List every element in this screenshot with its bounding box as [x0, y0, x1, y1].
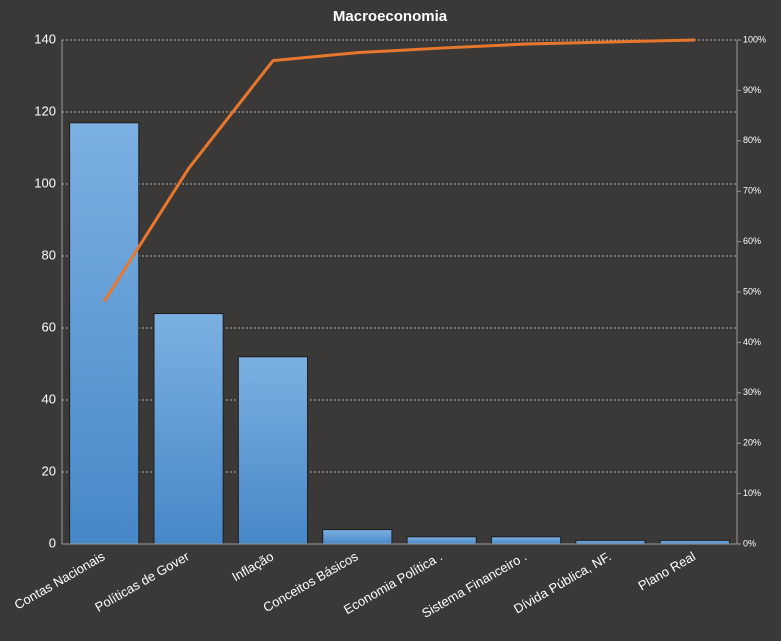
y2-tick-label: 50%: [743, 286, 761, 296]
y-tick-label: 100: [34, 175, 56, 190]
y-tick-label: 20: [42, 463, 56, 478]
cumulative-line: [102, 38, 695, 303]
y-tick-label: 120: [34, 103, 56, 118]
y2-tick-label: 40%: [743, 337, 761, 347]
y-tick-label: 0: [49, 535, 56, 550]
chart-title: Macroeconomia: [333, 8, 448, 25]
bar: [153, 313, 224, 545]
bar: [406, 536, 477, 545]
y-tick-label: 140: [34, 31, 56, 46]
y2-tick-label: 60%: [743, 236, 761, 246]
y2-tick-label: 70%: [743, 186, 761, 196]
y-tick-label: 40: [42, 391, 56, 406]
y2-tick-label: 80%: [743, 135, 761, 145]
bar: [69, 122, 140, 545]
bar: [322, 529, 393, 545]
y2-tick-label: 0%: [743, 538, 756, 548]
y2-tick-label: 30%: [743, 387, 761, 397]
bar: [575, 539, 646, 545]
y2-tick-label: 100%: [743, 34, 766, 44]
y-tick-label: 80: [42, 247, 56, 262]
bar: [659, 539, 730, 545]
y2-tick-label: 20%: [743, 438, 761, 448]
y2-tick-label: 10%: [743, 488, 761, 498]
y2-tick-label: 90%: [743, 85, 761, 95]
bar: [490, 536, 562, 545]
bar: [237, 356, 309, 545]
y-tick-label: 60: [42, 319, 56, 334]
